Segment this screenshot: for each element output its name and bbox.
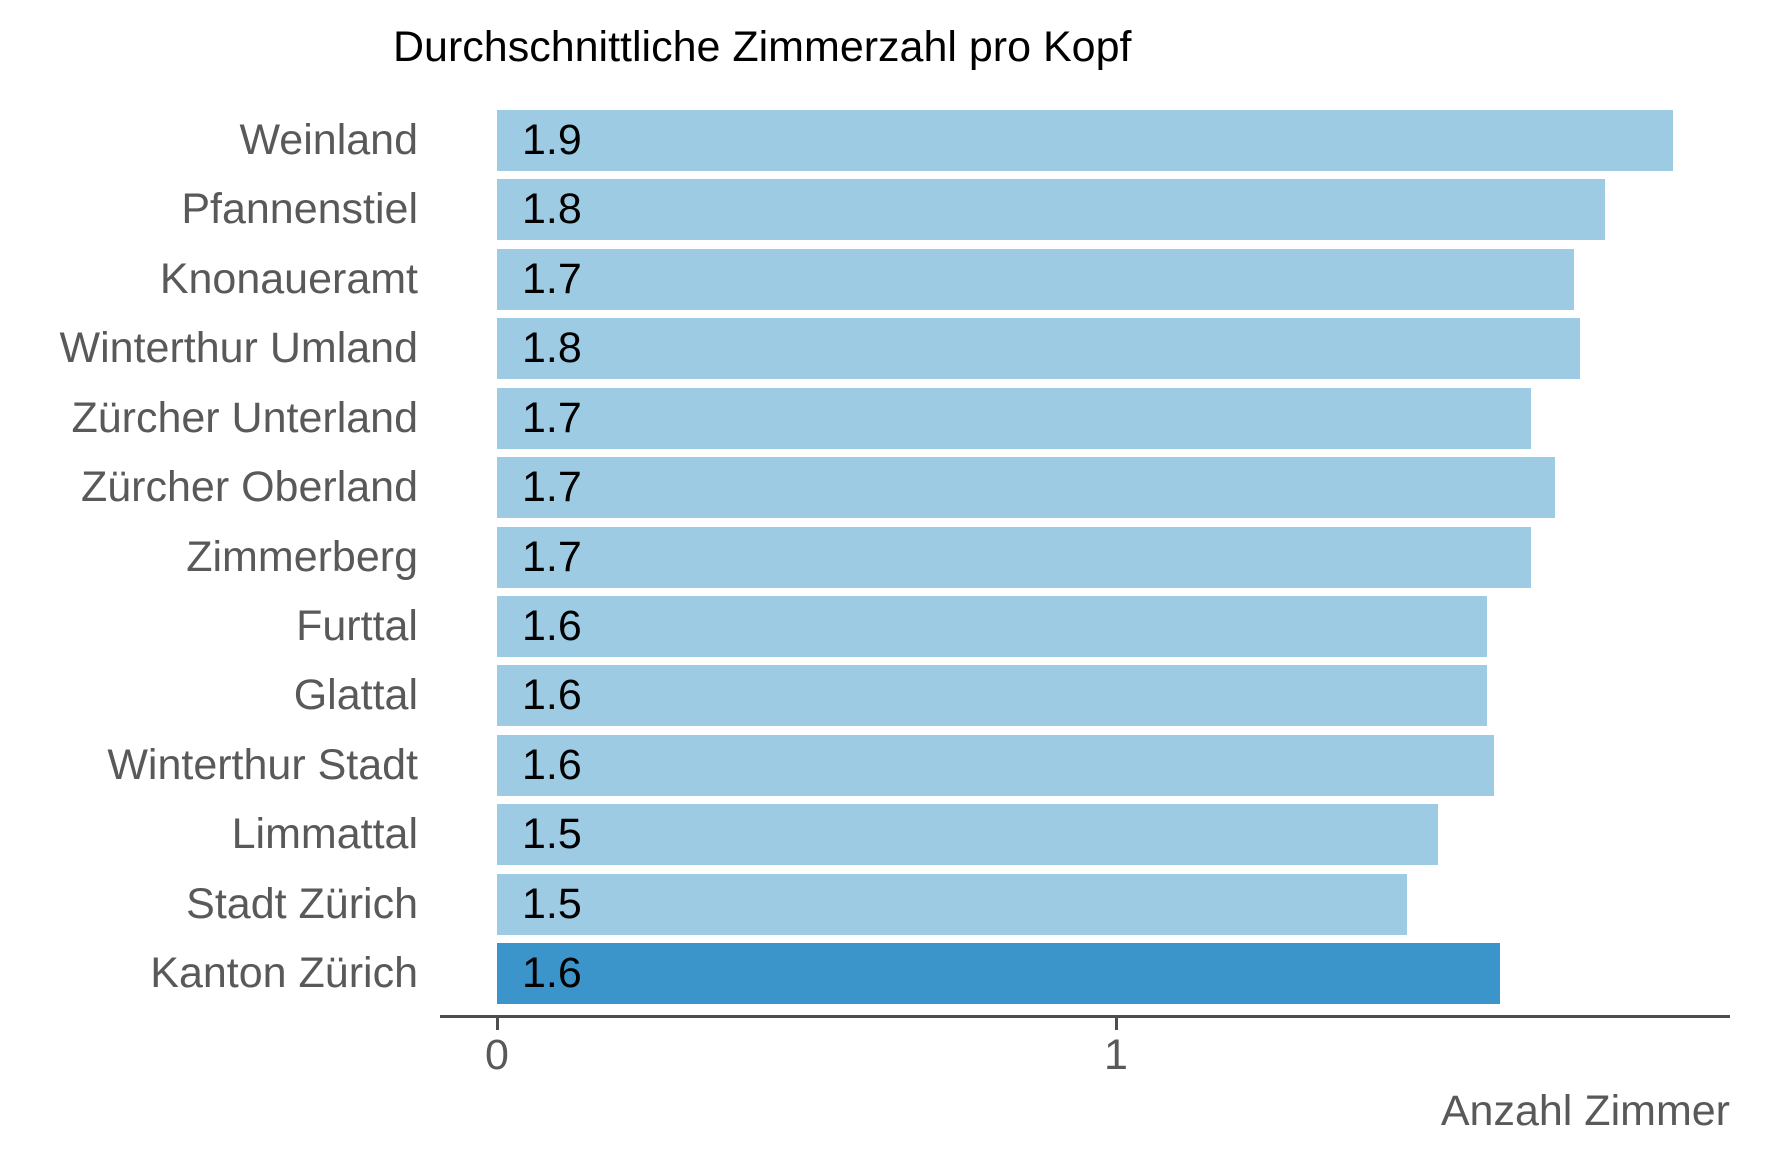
x-axis-tick-label-1: 1 bbox=[1104, 1031, 1128, 1079]
category-label: Zürcher Unterland bbox=[71, 394, 418, 442]
bar-value-label: 1.5 bbox=[522, 810, 582, 858]
bar bbox=[497, 318, 1580, 379]
bar-value-label: 1.7 bbox=[522, 463, 582, 511]
bar bbox=[497, 527, 1531, 588]
bar-value-label: 1.6 bbox=[522, 949, 582, 997]
category-label: Stadt Zürich bbox=[186, 880, 418, 928]
category-label: Pfannenstiel bbox=[181, 185, 418, 233]
bar-value-label: 1.5 bbox=[522, 880, 582, 928]
bar bbox=[497, 457, 1555, 518]
bar-row: Limmattal 1.5 bbox=[0, 804, 1765, 865]
x-axis-title: Anzahl Zimmer bbox=[1440, 1087, 1730, 1135]
bar bbox=[497, 388, 1531, 449]
bar bbox=[497, 179, 1605, 240]
bar bbox=[497, 249, 1574, 310]
bar-value-label: 1.7 bbox=[522, 533, 582, 581]
x-axis-tick-0 bbox=[496, 1018, 499, 1030]
bar-value-label: 1.6 bbox=[522, 602, 582, 650]
category-label: Glattal bbox=[293, 671, 418, 719]
bar-row: Glattal 1.6 bbox=[0, 665, 1765, 726]
category-label: Limmattal bbox=[231, 810, 418, 858]
x-axis-tick-1 bbox=[1115, 1018, 1118, 1030]
bar-value-label: 1.7 bbox=[522, 394, 582, 442]
category-label: Zürcher Oberland bbox=[81, 463, 418, 511]
chart-title: Durchschnittliche Zimmerzahl pro Kopf bbox=[393, 23, 1132, 71]
bar bbox=[497, 804, 1438, 865]
bar-row: Weinland 1.9 bbox=[0, 110, 1765, 171]
bar-value-label: 1.6 bbox=[522, 671, 582, 719]
bar-value-label: 1.8 bbox=[522, 324, 582, 372]
bar-row: Winterthur Stadt 1.6 bbox=[0, 735, 1765, 796]
bar bbox=[497, 110, 1673, 171]
bar bbox=[497, 665, 1487, 726]
bar bbox=[497, 735, 1494, 796]
category-label: Winterthur Umland bbox=[59, 324, 418, 372]
x-axis-tick-label-0: 0 bbox=[485, 1031, 509, 1079]
bar bbox=[497, 596, 1487, 657]
category-label: Zimmerberg bbox=[186, 533, 418, 581]
category-label: Weinland bbox=[239, 116, 419, 164]
x-axis-line bbox=[440, 1015, 1730, 1018]
bar-value-label: 1.8 bbox=[522, 185, 582, 233]
category-label: Furttal bbox=[296, 602, 418, 650]
category-label: Knonaueramt bbox=[159, 255, 418, 303]
bar-value-label: 1.9 bbox=[522, 116, 582, 164]
bar-value-label: 1.6 bbox=[522, 741, 582, 789]
bar-row: Zimmerberg 1.7 bbox=[0, 527, 1765, 588]
bar-highlight bbox=[497, 943, 1500, 1004]
bar-row: Furttal 1.6 bbox=[0, 596, 1765, 657]
bar-row: Winterthur Umland 1.8 bbox=[0, 318, 1765, 379]
bar-row: Kanton Zürich 1.6 bbox=[0, 943, 1765, 1004]
bar bbox=[497, 874, 1407, 935]
bar-row: Zürcher Unterland 1.7 bbox=[0, 388, 1765, 449]
bar-row: Stadt Zürich 1.5 bbox=[0, 874, 1765, 935]
bar-row: Pfannenstiel 1.8 bbox=[0, 179, 1765, 240]
bar-value-label: 1.7 bbox=[522, 255, 582, 303]
bar-row: Zürcher Oberland 1.7 bbox=[0, 457, 1765, 518]
bar-row: Knonaueramt 1.7 bbox=[0, 249, 1765, 310]
category-label: Winterthur Stadt bbox=[107, 741, 418, 789]
category-label: Kanton Zürich bbox=[150, 949, 418, 997]
